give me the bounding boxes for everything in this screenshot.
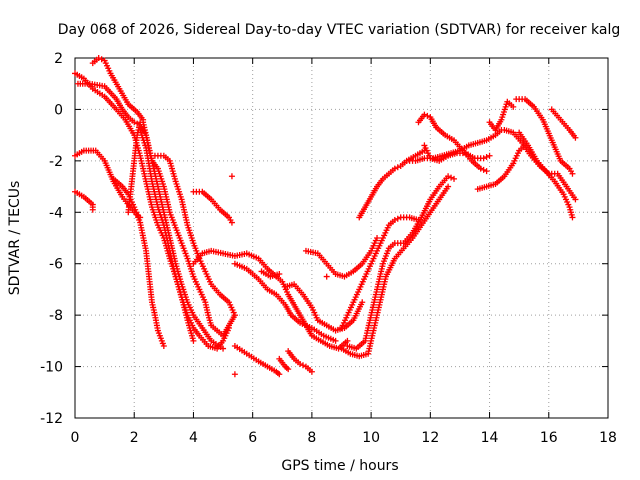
y-tick-label: 0 [54,102,63,118]
data-point [332,337,339,344]
series-trace-24 [338,183,452,360]
data-point [394,215,401,222]
data-point [424,112,431,119]
data-point [572,196,579,203]
series-trace-32 [548,106,579,141]
series-trace-18 [258,268,283,280]
series-trace-20 [302,235,381,280]
data-point [276,371,283,378]
data-point [300,362,307,369]
data-point [98,56,105,63]
x-tick-label: 18 [599,430,617,446]
data-point [569,214,576,221]
series-trace-8 [137,127,232,352]
data-point [160,343,167,349]
x-tick-label: 2 [130,430,139,446]
x-tick-label: 8 [307,430,316,446]
data-point [445,173,452,180]
series-trace-14 [231,343,283,378]
y-tick-label: 2 [54,51,63,67]
data-point [451,175,458,182]
y-axis-title: SDTVAR / TECUs [7,181,23,296]
data-point [228,219,235,226]
series-trace-27 [421,142,493,164]
data-point [323,273,330,280]
data-point [231,371,238,378]
data-point [480,166,487,173]
series-trace-15 [231,371,238,378]
data-point [391,165,398,172]
chart-title: Day 068 of 2026, Sidereal Day-to-day VTE… [58,22,620,38]
data-point [391,217,398,223]
series-trace-16 [285,348,315,375]
series-trace-6 [89,55,147,123]
axis-ticks [74,57,609,419]
plot-frame [74,57,609,419]
x-tick-label: 10 [362,430,380,446]
y-tick-label: -4 [49,205,63,221]
data-point [344,337,351,344]
data-point [220,345,227,352]
series-trace-3 [72,147,144,221]
x-axis-title: GPS time / hours [281,458,398,474]
y-tick-label: -12 [40,411,63,427]
data-point [572,134,579,141]
y-tick-label: -8 [49,308,63,324]
x-tick-labels: 0 2 4 6 8 10 12 14 16 18 [71,430,617,446]
y-tick-label: -6 [49,257,63,273]
data-point [225,325,232,331]
data-point [421,111,428,118]
data-point [190,337,197,344]
data-point [131,119,138,126]
data-point [276,271,283,277]
data-point [448,174,455,181]
data-point [89,206,96,213]
x-tick-label: 4 [189,430,198,446]
series-trace-28 [415,111,490,175]
y-tick-label: -10 [40,360,63,376]
series-trace-11 [228,173,235,180]
x-tick-label: 6 [248,430,257,446]
series-trace-17 [276,355,292,373]
y-tick-labels: -12 -10 -8 -6 -4 -2 0 2 [40,51,63,427]
series-trace-4 [72,188,96,213]
data-point [477,165,484,172]
data-marks [72,55,579,378]
series-trace-10 [190,188,235,226]
series-trace-19 [282,281,366,334]
y-tick-label: -2 [49,154,63,170]
data-point [359,299,366,306]
series-trace-22 [338,214,422,331]
x-tick-label: 16 [540,430,558,446]
series-trace-21 [323,273,330,280]
data-point [297,361,304,367]
data-point [394,164,401,171]
series-trace-25 [356,147,428,221]
data-point [95,55,102,61]
x-tick-label: 12 [421,430,439,446]
series-trace-5 [110,175,167,349]
series-trace-31 [513,96,576,177]
series-trace-34 [516,129,576,221]
data-point [483,154,490,160]
data-point [510,103,517,110]
data-point [480,155,487,162]
data-point [483,168,490,175]
x-tick-label: 0 [71,430,80,446]
data-point [228,173,235,180]
series-trace-30 [486,98,517,133]
series-trace-23 [344,173,458,352]
data-point [445,183,452,190]
data-point [308,368,315,375]
data-point [231,312,238,319]
data-point [486,152,493,159]
data-point [569,170,576,177]
series-trace-13 [231,260,339,344]
x-tick-label: 14 [481,430,499,446]
data-point [374,235,381,241]
data-point [285,366,292,373]
